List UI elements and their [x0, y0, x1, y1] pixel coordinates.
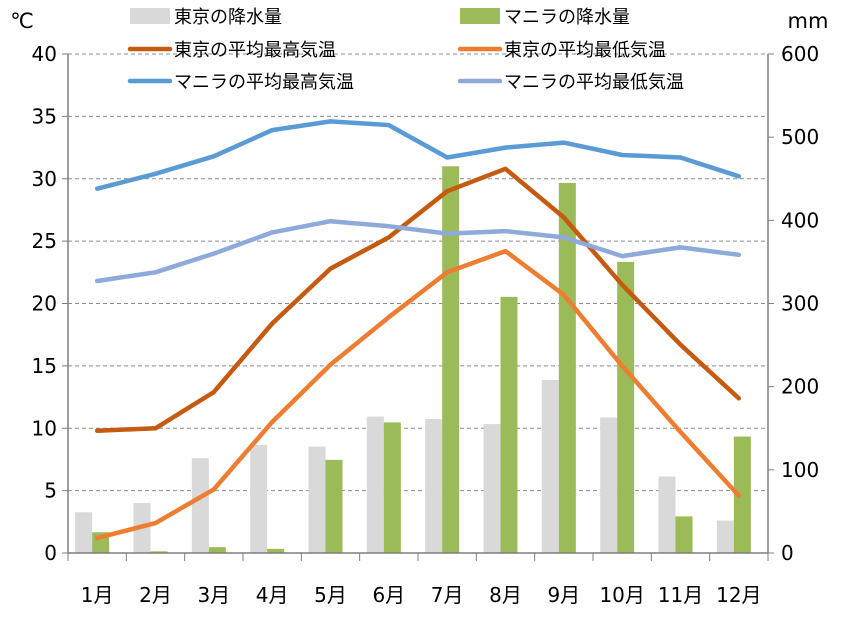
bar	[150, 551, 168, 553]
legend-label: 東京の平均最低気温	[504, 40, 666, 61]
left-tick-label: 10	[32, 416, 57, 440]
legend-swatch	[460, 8, 500, 24]
x-tick-label: 2月	[139, 583, 172, 607]
bar	[483, 424, 501, 553]
bar	[675, 516, 693, 553]
bar	[733, 436, 751, 553]
right-tick-label: 600	[781, 42, 819, 66]
left-tick-label: 5	[44, 479, 57, 503]
legend-label: 東京の平均最高気温	[174, 40, 336, 61]
gridlines	[68, 53, 768, 492]
bar	[208, 547, 226, 553]
right-tick-label: 300	[781, 292, 819, 316]
bar	[558, 182, 576, 554]
x-tick-label: 6月	[372, 583, 405, 607]
x-tick-label: 5月	[314, 583, 347, 607]
lines	[94, 119, 742, 541]
series-line	[94, 218, 742, 284]
left-tick-label: 35	[32, 104, 57, 128]
left-tick-label: 0	[44, 541, 57, 565]
x-tick-label: 3月	[197, 583, 230, 607]
bars	[75, 166, 751, 554]
x-tick-label: 11月	[658, 583, 703, 607]
bar	[500, 296, 518, 553]
x-tick-label: 1月	[81, 583, 114, 607]
right-tick-label: 200	[781, 375, 819, 399]
left-tick-label: 20	[32, 292, 57, 316]
right-axis-unit: mm	[788, 9, 829, 33]
legend-label: マニラの平均最低気温	[504, 72, 684, 93]
bar	[600, 417, 618, 553]
left-tick-label: 30	[32, 167, 57, 191]
series-line	[94, 166, 742, 433]
x-tick-label: 9月	[547, 583, 580, 607]
legend-label: 東京の降水量	[174, 7, 282, 28]
series-line	[94, 248, 742, 541]
left-tick-label: 40	[32, 42, 57, 66]
legend-label: マニラの平均最高気温	[174, 72, 354, 93]
right-tick-label: 500	[781, 125, 819, 149]
bar	[425, 419, 443, 553]
legend-label: マニラの降水量	[504, 7, 630, 28]
legend-swatch	[130, 8, 170, 24]
bar	[366, 416, 384, 553]
bar	[442, 166, 460, 553]
x-tick-label: 7月	[431, 583, 464, 607]
bar	[267, 548, 285, 553]
left-tick-label: 25	[32, 229, 57, 253]
bar	[250, 444, 268, 553]
x-tick-label: 12月	[716, 583, 761, 607]
x-tick-label: 4月	[256, 583, 289, 607]
bar	[658, 476, 676, 553]
right-tick-label: 100	[781, 458, 819, 482]
right-tick-label: 0	[781, 541, 794, 565]
bar	[617, 261, 635, 553]
bar	[75, 512, 93, 553]
bar	[383, 422, 401, 553]
bar	[325, 459, 343, 553]
series-line	[94, 119, 742, 191]
x-tick-label: 10月	[599, 583, 644, 607]
bar	[541, 380, 559, 553]
axes	[62, 53, 774, 561]
left-tick-label: 15	[32, 354, 57, 378]
right-tick-label: 400	[781, 208, 819, 232]
bar	[716, 520, 734, 553]
bar	[308, 446, 326, 553]
x-tick-label: 8月	[489, 583, 522, 607]
left-axis-unit: ℃	[10, 9, 34, 33]
bar	[191, 458, 209, 553]
